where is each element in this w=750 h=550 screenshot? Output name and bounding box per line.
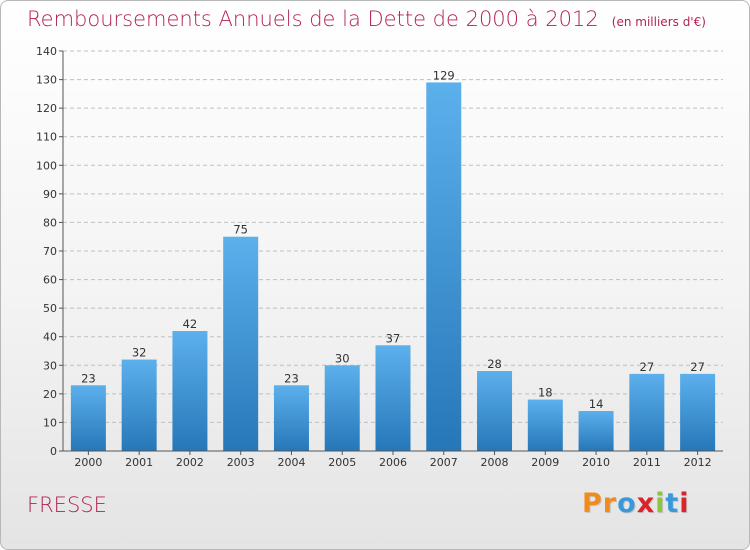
logo-letter: P <box>582 488 603 519</box>
logo-letter: r <box>602 488 618 519</box>
y-tick-label: 10 <box>43 416 57 429</box>
y-tick-label: 90 <box>43 188 57 201</box>
y-tick-label: 0 <box>50 445 57 458</box>
data-label: 14 <box>589 397 604 411</box>
logo-letter: i <box>679 488 690 519</box>
y-tick-label: 80 <box>43 216 57 229</box>
bar <box>375 345 411 451</box>
bar <box>477 371 513 451</box>
bar <box>324 365 360 451</box>
bar <box>629 373 665 451</box>
title-row: Remboursements Annuels de la Dette de 20… <box>27 7 706 31</box>
x-tick-label: 2010 <box>582 456 610 469</box>
x-tick-label: 2007 <box>430 456 458 469</box>
logo-letter: o <box>617 488 637 519</box>
data-label: 42 <box>183 317 198 331</box>
x-tick-label: 2002 <box>176 456 204 469</box>
bar <box>426 82 462 451</box>
data-label: 28 <box>487 357 502 371</box>
y-tick-label: 100 <box>36 159 57 172</box>
x-tick-label: 2001 <box>125 456 153 469</box>
data-label: 27 <box>640 360 655 374</box>
x-tick-label: 2000 <box>74 456 102 469</box>
y-tick-label: 110 <box>36 131 57 144</box>
bar <box>680 373 716 451</box>
data-label: 32 <box>132 346 147 360</box>
x-tick-label: 2008 <box>481 456 509 469</box>
y-tick-label: 120 <box>36 102 57 115</box>
data-label: 23 <box>284 371 299 385</box>
data-label: 27 <box>690 360 705 374</box>
x-tick-label: 2004 <box>277 456 305 469</box>
data-label: 23 <box>81 371 96 385</box>
y-tick-label: 30 <box>43 359 57 372</box>
data-label: 30 <box>335 351 350 365</box>
y-tick-label: 20 <box>43 388 57 401</box>
logo-letter: x <box>636 488 656 519</box>
data-label: 37 <box>386 331 401 345</box>
y-tick-label: 130 <box>36 74 57 87</box>
x-tick-label: 2005 <box>328 456 356 469</box>
data-label: 75 <box>233 223 248 237</box>
logo-letter: i <box>655 488 666 519</box>
bar <box>223 236 259 451</box>
bar <box>70 385 106 451</box>
y-tick-label: 50 <box>43 302 57 315</box>
bar <box>578 411 614 451</box>
x-tick-label: 2011 <box>633 456 661 469</box>
data-label: 129 <box>433 68 455 82</box>
y-tick-label: 40 <box>43 331 57 344</box>
y-tick-label: 60 <box>43 274 57 287</box>
chart-subtitle: (en milliers d'€) <box>611 15 706 29</box>
bar <box>172 331 208 451</box>
x-tick-label: 2006 <box>379 456 407 469</box>
bar <box>273 385 309 451</box>
commune-name: FRESSE <box>27 493 107 517</box>
data-label: 18 <box>538 386 553 400</box>
chart-title: Remboursements Annuels de la Dette de 20… <box>27 7 599 31</box>
axis-layer: 0 10 20 30 40 50 60 70 80 90 100 110 120 130 140 2000 20… <box>36 45 723 469</box>
logo-letter: t <box>665 488 680 519</box>
x-tick-label: 2009 <box>531 456 559 469</box>
proxiti-logo[interactable]: Proxiti <box>582 488 690 519</box>
bar <box>527 399 563 451</box>
bar <box>121 359 157 451</box>
x-tick-label: 2012 <box>684 456 712 469</box>
x-tick-label: 2003 <box>227 456 255 469</box>
y-tick-label: 70 <box>43 245 57 258</box>
bar-layer: 23 32 42 75 23 30 37 129 28 18 14 27 27 <box>70 68 716 451</box>
y-tick-label: 140 <box>36 45 57 58</box>
